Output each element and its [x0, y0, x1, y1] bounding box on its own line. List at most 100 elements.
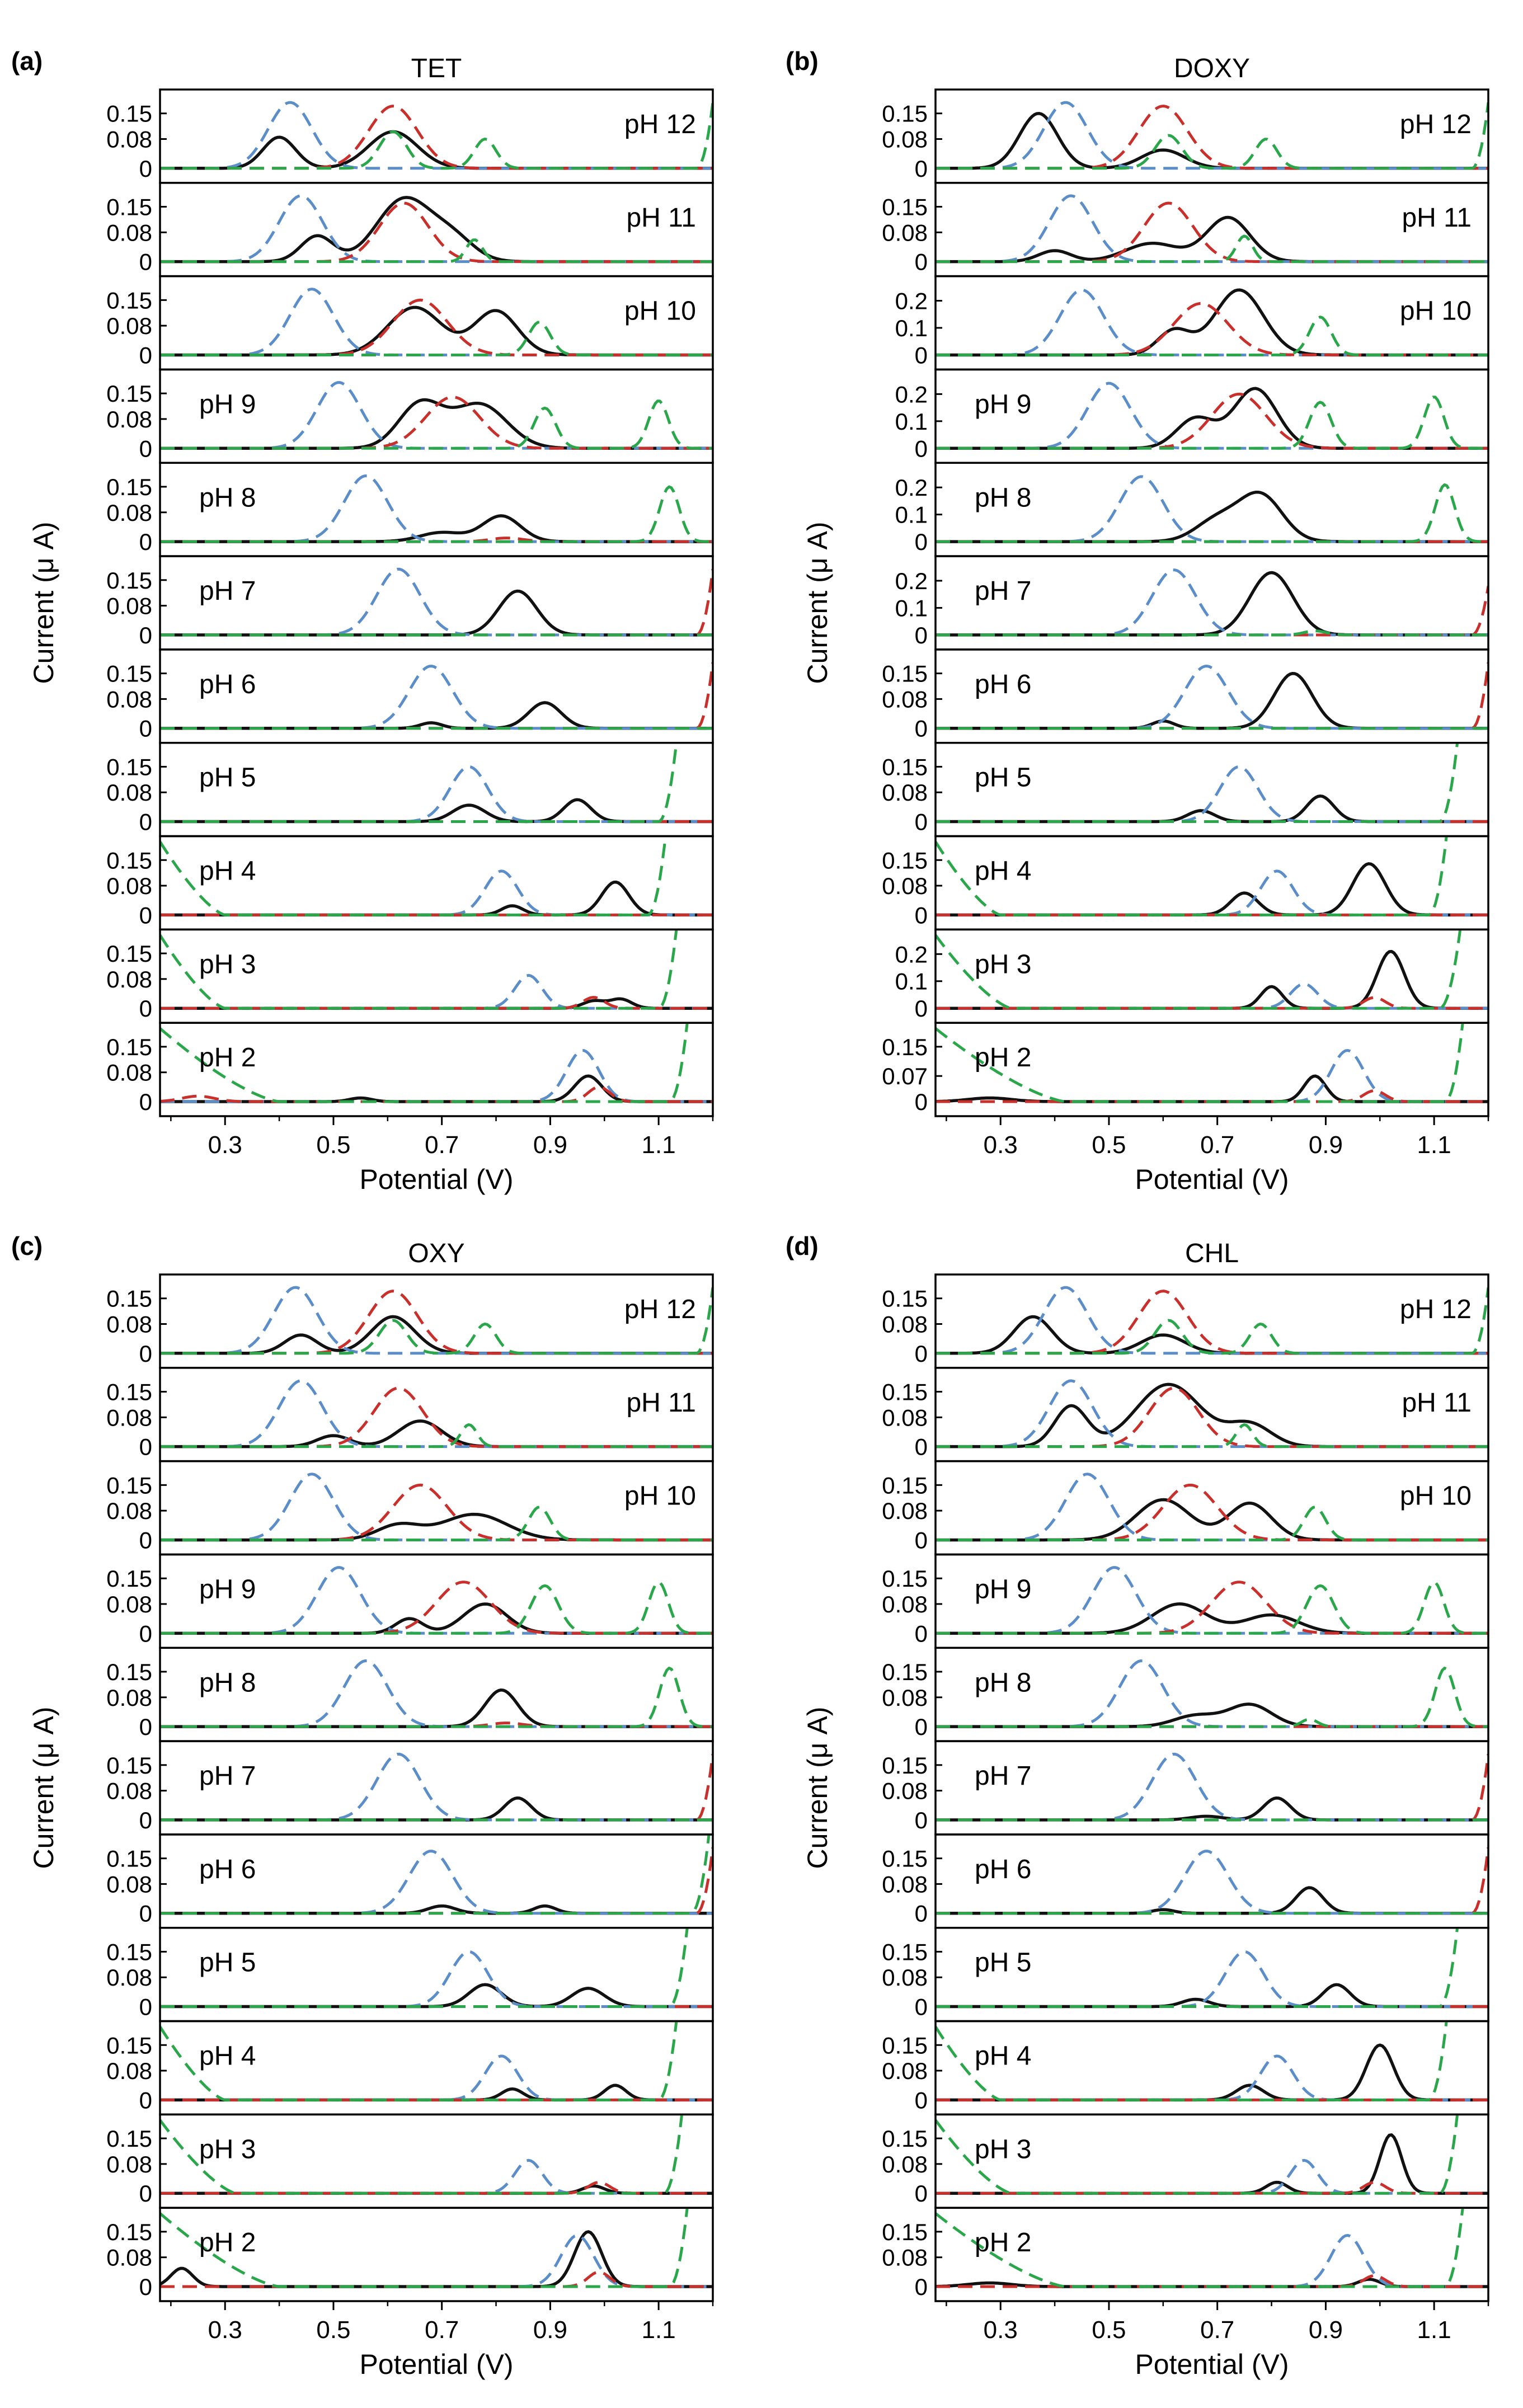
x-tick-label: 0.9: [533, 2316, 567, 2344]
ph-label: pH 5: [199, 763, 256, 793]
y-tick-label: 0.15: [882, 2125, 928, 2152]
subplot-ph-5: 0.150.08 0 pH 5: [882, 741, 1489, 838]
panel-letter: (c): [11, 1231, 43, 1261]
x-axis-label: Potential (V): [359, 1164, 513, 1195]
sample-curve: [160, 1512, 713, 1542]
y-tick-label: 0.15: [106, 2032, 152, 2058]
green-dashed-curve: [936, 316, 1488, 356]
green-dashed-curve: [160, 1287, 713, 1355]
subplot-ph-2: 0.150.08 0 pH 2: [106, 2207, 714, 2302]
y-tick-label: 0.08: [882, 686, 928, 712]
y-tick-label: 0.15: [882, 847, 928, 873]
y-tick-label: 0: [915, 1807, 928, 1833]
sample-curve: [936, 1796, 1488, 1822]
y-tick-label: 0.1: [895, 408, 928, 435]
y-tick-label: 0.15: [882, 194, 928, 220]
sample-curve: [160, 2084, 713, 2102]
y-tick-label: 0: [139, 529, 152, 555]
y-tick-label: 0: [915, 2180, 928, 2207]
y-tick-label: 0: [915, 1434, 928, 1460]
x-tick-label: 0.5: [316, 1131, 350, 1159]
y-tick-label: 0.2: [895, 568, 928, 594]
y-tick-label: 0.08: [882, 2245, 928, 2271]
sample-curve: [160, 1419, 713, 1448]
sample-curve: [936, 1886, 1488, 1915]
subplot-ph-9: 0.150.08 0 pH 9: [882, 1553, 1489, 1649]
chart-title: DOXY: [1174, 54, 1250, 83]
subplot-frame: [159, 2207, 714, 2302]
subplot-ph-3: 0.150.08 0 pH 3: [106, 2113, 714, 2209]
green-dashed-curve: [160, 836, 667, 916]
y-tick-label: 0: [915, 1620, 928, 1647]
ph-label: pH 5: [975, 1948, 1031, 1978]
y-tick-label: 0.15: [106, 1286, 152, 1312]
y-tick-label: 0.08: [106, 313, 152, 339]
y-tick-label: 0.15: [106, 380, 152, 407]
green-dashed-curve: [936, 1023, 1464, 1103]
subplot-ph-9: 0.20.10 pH 9: [895, 368, 1489, 464]
green-dashed-curve: [160, 399, 713, 450]
ph-label: pH 11: [626, 203, 696, 233]
subplot-ph-6: 0.150.08 0 pH 6: [882, 648, 1489, 744]
y-tick-label: 0: [915, 435, 928, 462]
green-dashed-curve: [936, 2208, 1464, 2288]
green-dashed-curve: [936, 1287, 1488, 1355]
y-tick-label: 0.08: [106, 1685, 152, 1711]
chart-title: TET: [411, 54, 462, 83]
y-tick-label: 0: [915, 1994, 928, 2020]
ph-label: pH 2: [199, 1043, 256, 1073]
y-tick-label: 0.15: [106, 1752, 152, 1779]
y-tick-label: 0: [915, 1714, 928, 1740]
y-tick-label: 0.15: [106, 1565, 152, 1592]
y-tick-label: 0.2: [895, 474, 928, 501]
green-dashed-curve: [936, 742, 1459, 823]
panel-letter: (d): [786, 1231, 819, 1261]
ph-label: pH 9: [975, 1574, 1031, 1604]
ph-label: pH 3: [199, 2134, 256, 2164]
y-axis-label: Current (μ A): [802, 522, 833, 684]
y-tick-label: 0: [139, 1714, 152, 1740]
subplot-ph-7: 0.20.10 pH 7: [895, 555, 1489, 651]
y-tick-label: 0.15: [106, 287, 152, 313]
ph-label: pH 4: [975, 857, 1031, 886]
subplot-ph-3: 0.150.08 0 pH 3: [882, 2113, 1489, 2209]
y-tick-label: 0.08: [106, 1964, 152, 1991]
subplot-ph-5: 0.150.08 0 pH 5: [106, 1926, 714, 2023]
subplot-ph-12: 0.150.08 0 pH 12: [882, 88, 1489, 184]
subplot-frame: [934, 1022, 1489, 1117]
y-tick-label: 0.15: [106, 1472, 152, 1498]
subplot-frame: [934, 2207, 1489, 2302]
y-tick-label: 0: [139, 2180, 152, 2207]
y-tick-label: 0.08: [882, 126, 928, 152]
x-tick-label: 0.5: [1092, 2316, 1126, 2344]
y-tick-label: 0: [915, 1089, 928, 1115]
y-tick-label: 0: [139, 1994, 152, 2020]
ph-label: pH 8: [199, 1668, 256, 1697]
y-tick-label: 0.15: [882, 1939, 928, 1965]
y-tick-label: 0.15: [106, 474, 152, 500]
subplot-ph-8: 0.150.08 0 pH 8: [106, 462, 714, 557]
x-tick-label: 0.5: [1092, 1131, 1126, 1159]
x-tick-label: 0.9: [1309, 1131, 1343, 1159]
y-tick-label: 0: [915, 2274, 928, 2300]
ph-label: pH 8: [199, 483, 256, 512]
x-tick-label: 0.3: [984, 2316, 1018, 2344]
y-tick-label: 0.15: [882, 1286, 928, 1312]
y-tick-label: 0.08: [882, 1591, 928, 1617]
y-tick-label: 0.2: [895, 288, 928, 314]
ph-label: pH 10: [1400, 1482, 1472, 1511]
sample-curve: [936, 794, 1488, 824]
ph-label: pH 10: [1400, 297, 1472, 326]
green-dashed-curve: [936, 1506, 1488, 1541]
ph-label: pH 7: [199, 1761, 256, 1791]
ph-label: pH 5: [199, 1948, 256, 1978]
green-dashed-curve: [936, 234, 1488, 264]
ph-label: pH 8: [975, 1668, 1031, 1697]
subplot-ph-2: 0.150.08 0 pH 2: [106, 1022, 714, 1117]
x-tick-label: 1.1: [642, 2316, 676, 2344]
x-tick-label: 1.1: [1417, 2316, 1451, 2344]
green-dashed-curve: [160, 1023, 689, 1103]
y-tick-label: 0.15: [106, 940, 152, 967]
y-tick-label: 0.08: [882, 1498, 928, 1524]
